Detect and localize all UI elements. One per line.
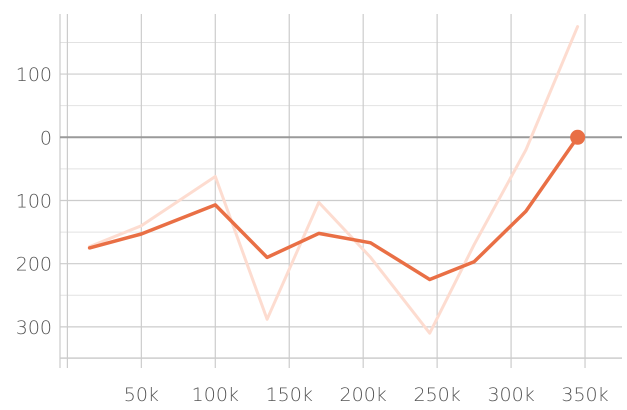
y-tick-label: 200 — [16, 254, 52, 276]
y-tick-label: 300 — [16, 317, 52, 339]
x-tick-label: 250k — [413, 384, 460, 406]
axis-labels: 100 0 100 200 300 50k 100k 150k 200k 250k 300k 350k — [16, 64, 609, 406]
x-tick-label: 200k — [340, 384, 387, 406]
y-tick-label: 0 — [40, 127, 52, 149]
grid — [59, 14, 622, 368]
series-layer — [87, 25, 586, 335]
x-tick-label: 350k — [561, 384, 608, 406]
x-tick-label: 300k — [487, 384, 534, 406]
y-tick-label: 100 — [16, 64, 52, 86]
y-tick-label: 100 — [16, 190, 52, 212]
x-tick-label: 150k — [266, 384, 313, 406]
smoothed-series-line — [87, 135, 580, 282]
raw-series-line — [88, 25, 580, 335]
x-tick-label: 50k — [124, 384, 159, 406]
x-tick-label: 100k — [192, 384, 239, 406]
series-end-marker — [570, 129, 586, 145]
